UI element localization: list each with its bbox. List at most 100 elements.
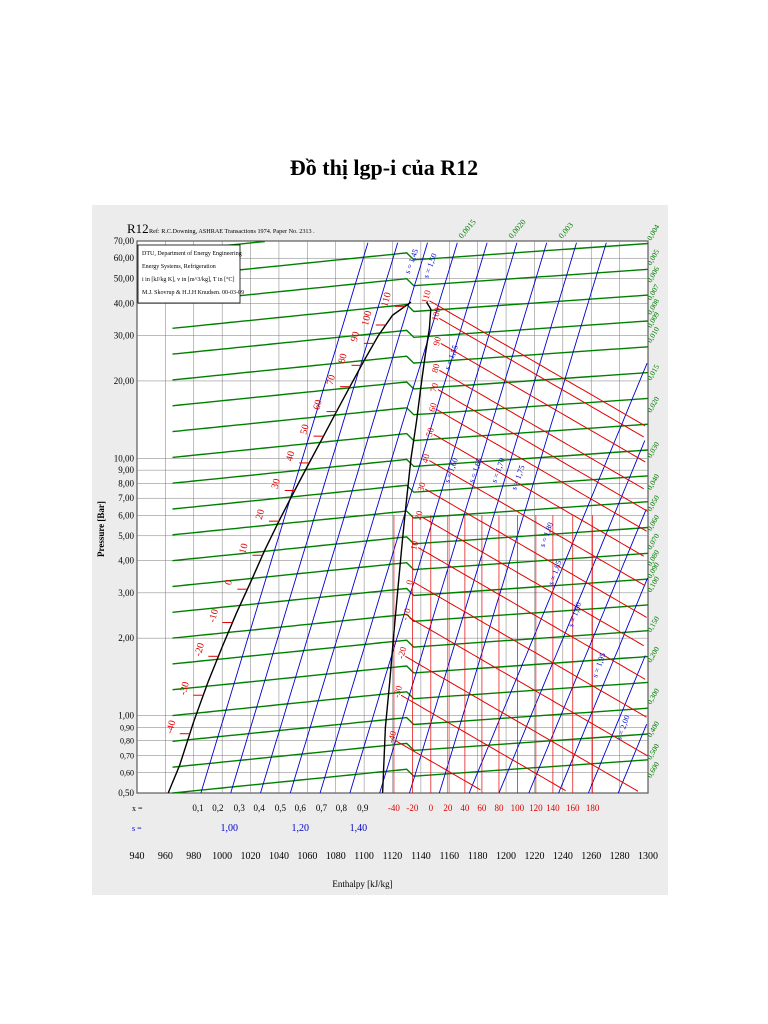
- temperature-row-label: 40: [460, 803, 470, 813]
- isochore-top-label: 0,0020: [507, 218, 528, 241]
- s-row-value: 1,00: [221, 823, 239, 834]
- isotherm-label: 30: [415, 481, 427, 493]
- isochore-line: [172, 707, 649, 743]
- isotherm-label: -20: [396, 645, 409, 660]
- x-quality-row-label: x =: [132, 804, 143, 813]
- isochore-line: [172, 294, 649, 329]
- y-tick-label: 0,70: [120, 751, 134, 760]
- isotherm-line: [437, 389, 649, 512]
- y-tick-label: 0,80: [120, 736, 134, 745]
- page-title: Đồ thị lgp-i của R12: [289, 155, 479, 180]
- isotherm-label: 90: [431, 335, 443, 347]
- x-axis-label: Enthalpy [kJ/kg]: [332, 879, 392, 889]
- isochore-line: [172, 423, 649, 459]
- isentrope-line: [438, 242, 607, 794]
- info-box-line: DTU, Department of Energy Engineering: [142, 250, 242, 257]
- isotherm-label: 110: [420, 288, 433, 304]
- x-tick-label: 980: [186, 851, 201, 862]
- saturation-temp-label: 60: [311, 399, 324, 412]
- y-tick-label: 9,00: [118, 465, 134, 475]
- saturation-temp-label: 100: [360, 310, 375, 327]
- saturation-temp-label: 10: [237, 542, 250, 555]
- saturation-temp-label: 90: [349, 330, 362, 343]
- y-tick-label: 6,00: [118, 510, 134, 520]
- isentrope-line: [319, 242, 488, 794]
- y-tick-label: 10,00: [114, 453, 135, 463]
- isotherm-label: 60: [427, 401, 439, 413]
- x-tick-label: 1180: [468, 851, 488, 862]
- isentrope-line: [558, 577, 648, 794]
- info-box-line: i in [kJ/kg K], v in [m^3/kg], T in [°C]: [142, 276, 235, 283]
- x-quality-label: 0,3: [234, 803, 246, 813]
- isotherm-line: [409, 617, 649, 757]
- x-quality-label: 0,5: [275, 803, 287, 813]
- x-tick-label: 1100: [354, 851, 374, 862]
- y-tick-label: 0,90: [120, 723, 134, 732]
- isochore-line: [172, 578, 649, 613]
- temperature-row-label: 80: [494, 803, 504, 813]
- y-tick-label: 8,00: [118, 478, 134, 488]
- isochore-line: [172, 346, 649, 381]
- isochore-line: [172, 501, 649, 536]
- isotherm-label: -10: [400, 607, 413, 622]
- x-quality-label: 0,6: [295, 803, 307, 813]
- x-tick-label: 1140: [411, 851, 431, 862]
- x-tick-label: 1160: [439, 851, 459, 862]
- x-tick-label: 1240: [553, 851, 573, 862]
- y-tick-label: 1,00: [118, 711, 134, 721]
- x-tick-label: 1220: [524, 851, 544, 862]
- chart-reference: Ref: R.C.Downing, ASHRAE Transactions 19…: [149, 228, 315, 235]
- isochore-line: [172, 397, 649, 433]
- isotherm-label: 50: [424, 426, 436, 438]
- isochore-line: [172, 630, 649, 665]
- saturation-temp-label: 70: [325, 374, 338, 387]
- s-row-value: 1,40: [350, 823, 368, 834]
- info-box: [137, 244, 241, 304]
- y-tick-label: 0,50: [118, 788, 134, 798]
- saturation-temp-label: 0: [223, 579, 235, 587]
- temperature-row-label: 60: [477, 803, 487, 813]
- isochore-line: [172, 681, 649, 717]
- y-tick-label: 50,00: [114, 274, 135, 284]
- temperature-row-label: -40: [388, 803, 400, 813]
- s-row-label: s =: [132, 824, 142, 833]
- info-box-line: Energy Systems, Refrigeration: [142, 263, 216, 270]
- y-tick-label: 30,00: [114, 331, 135, 341]
- isentrope-line: [587, 655, 646, 794]
- isentrope-line: [230, 242, 399, 794]
- saturated-liquid-line: [167, 301, 412, 794]
- saturation-temp-label: -30: [178, 681, 192, 697]
- isotherm-label: 20: [413, 509, 425, 521]
- x-quality-label: 0,1: [192, 803, 203, 813]
- isochore-line: [172, 759, 649, 794]
- y-axis-label: Pressure [Bar]: [96, 501, 106, 557]
- x-tick-label: 940: [130, 851, 145, 862]
- saturation-temp-label: -10: [207, 608, 221, 624]
- y-tick-label: 4,00: [118, 556, 134, 566]
- x-tick-label: 1080: [326, 851, 346, 862]
- isotherm-line: [439, 369, 644, 490]
- isotherm-line: [429, 460, 646, 587]
- x-quality-label: 0,7: [316, 803, 328, 813]
- isotherm-label: 10: [408, 539, 420, 551]
- x-tick-label: 1060: [297, 851, 317, 862]
- isochore-line: [172, 242, 649, 278]
- isotherm-line: [429, 300, 646, 427]
- x-tick-label: 1020: [241, 851, 261, 862]
- x-tick-label: 960: [158, 851, 173, 862]
- isentrope-line: [617, 724, 648, 794]
- isotherm-line: [405, 655, 639, 792]
- x-tick-label: 1260: [581, 851, 601, 862]
- y-tick-label: 70,00: [114, 236, 135, 246]
- saturation-temp-label: -40: [164, 719, 178, 735]
- isotherm-label: 100: [430, 306, 443, 322]
- y-tick-label: 60,00: [114, 253, 135, 263]
- x-tick-label: 1300: [638, 851, 658, 862]
- isochore-top-label: 0,003: [557, 221, 575, 241]
- isotherm-line: [439, 317, 644, 438]
- saturation-temp-label: 50: [298, 423, 311, 436]
- s-row-value: 1,20: [291, 823, 309, 834]
- temperature-row-label: 120: [529, 803, 543, 813]
- isochore-line: [172, 733, 649, 768]
